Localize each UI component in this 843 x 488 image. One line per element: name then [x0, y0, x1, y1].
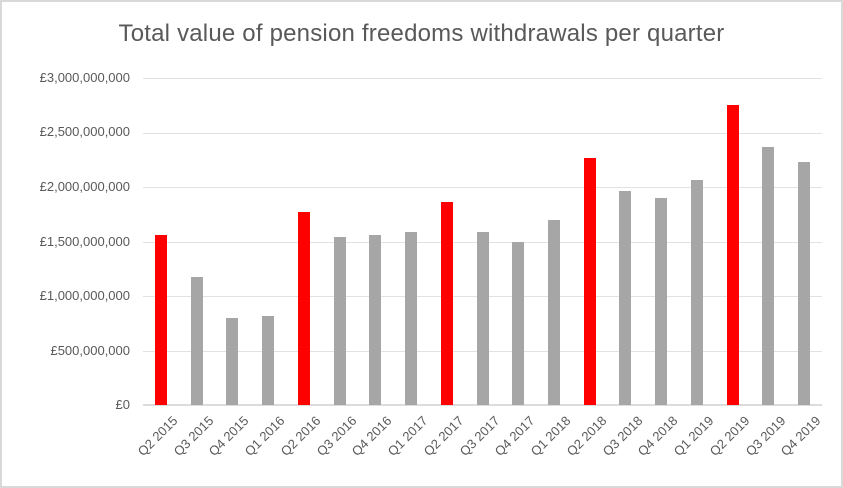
- gridline: [143, 132, 822, 134]
- bar-q1-2019: [690, 180, 703, 405]
- bar-q4-2019: [798, 161, 811, 405]
- y-tick-label: £0: [115, 397, 130, 412]
- bar-q3-2019: [762, 146, 775, 405]
- bar-q3-2018: [619, 191, 632, 405]
- bar-q1-2017: [405, 231, 418, 405]
- chart-title: Total value of pension freedoms withdraw…: [118, 20, 725, 47]
- y-axis: £3,000,000,000 £2,500,000,000 £2,000,000,0…: [2, 70, 130, 412]
- bar-q2-2015: [154, 234, 167, 405]
- y-tick-label: £3,000,000,000: [39, 70, 130, 85]
- y-tick-label: £1,500,000,000: [39, 233, 130, 249]
- bar-q1-2016: [262, 315, 275, 405]
- bar-q3-2015: [190, 277, 203, 405]
- bar-q4-2016: [369, 234, 382, 405]
- plot-area: [143, 78, 822, 406]
- bar-q4-2017: [512, 241, 525, 405]
- bar-q2-2019: [726, 105, 739, 405]
- bar-q4-2018: [655, 197, 668, 405]
- y-tick-label: £500,000,000: [50, 342, 130, 358]
- y-tick-label: £1,000,000,000: [39, 287, 130, 303]
- bar-q4-2015: [226, 317, 239, 405]
- bar-q2-2016: [297, 212, 310, 405]
- y-tick-label: £2,000,000,000: [39, 178, 130, 194]
- gridline: [143, 187, 822, 188]
- x-axis-line: [143, 404, 822, 406]
- y-tick-label: £2,500,000,000: [39, 124, 130, 140]
- x-axis: Q2 2015 Q3 2015 Q4 2015 Q1 2016 Q2 2016 Q3 20…: [135, 413, 824, 483]
- bar-q1-2018: [547, 219, 560, 405]
- gridline: [143, 78, 822, 79]
- bar-q2-2018: [583, 157, 596, 405]
- bar-q3-2016: [333, 237, 346, 405]
- bar-q2-2017: [440, 202, 453, 405]
- bar-q3-2017: [476, 231, 489, 405]
